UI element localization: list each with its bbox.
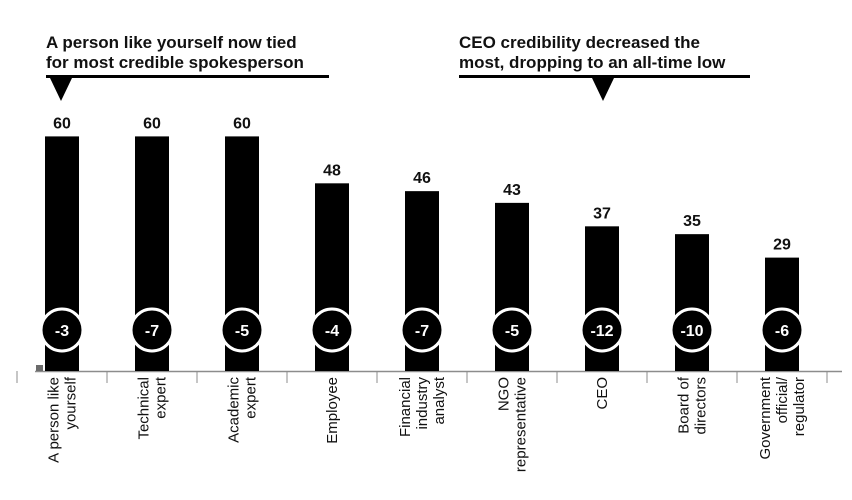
bar-value-label: 43 (503, 182, 521, 199)
category-label-line: A person like (46, 377, 63, 463)
change-badge (579, 307, 625, 353)
category-label-line: analyst (431, 376, 448, 424)
category-label-line: official/ (774, 376, 791, 423)
bar-value-label: 48 (323, 162, 341, 179)
callout-right-line-2: most, dropping to an all-time low (459, 53, 726, 72)
change-badge-label: -7 (415, 323, 429, 340)
change-badge (309, 307, 355, 353)
category-label-line: Technical (136, 377, 153, 440)
category-label-line: CEO (594, 377, 611, 410)
change-badge (399, 307, 445, 353)
change-badge-label: -4 (325, 323, 339, 340)
bar-value-label: 37 (593, 205, 611, 222)
category-label-line: Academic (226, 377, 243, 443)
bar-value-label: 46 (413, 170, 431, 187)
bar-value-label: 60 (233, 115, 251, 132)
category-label: A person likeyourself (46, 376, 80, 463)
category-label: Technicalexpert (136, 376, 170, 439)
callout-left-pointer (50, 78, 72, 101)
category-label-line: industry (414, 377, 431, 430)
callout-right-underline (459, 75, 750, 78)
category-label-line: Board of (676, 376, 693, 434)
callout-right-pointer (592, 78, 614, 101)
callout-left-line-1: A person like yourself now tied (46, 33, 297, 52)
change-badge (759, 307, 805, 353)
callout-left-line-2: for most credible spokesperson (46, 53, 304, 72)
change-badge-label: -10 (680, 323, 703, 340)
category-label-line: representative (513, 377, 530, 472)
change-badge-label: -12 (590, 323, 613, 340)
category-label-line: expert (153, 376, 170, 419)
category-label-line: Government (757, 376, 774, 459)
change-badge-label: -3 (55, 323, 69, 340)
bar-value-label: 35 (683, 213, 701, 230)
category-label: Board ofdirectors (676, 376, 710, 434)
callout-left-text: A person like yourself now tied for most… (46, 33, 304, 73)
category-label: NGOrepresentative (496, 377, 530, 472)
category-label: CEO (594, 377, 611, 410)
bar-value-label: 29 (773, 237, 791, 254)
callout-right-line-1: CEO credibility decreased the (459, 33, 700, 52)
category-label-line: regulator (791, 377, 808, 436)
category-label: Employee (324, 377, 341, 444)
category-label: Governmentofficial/regulator (757, 376, 808, 459)
change-badge-label: -7 (145, 323, 159, 340)
category-label: Academicexpert (226, 376, 260, 443)
change-badge-label: -5 (235, 323, 249, 340)
category-label: Financialindustryanalyst (397, 376, 448, 437)
bar-value-label: 60 (53, 115, 71, 132)
change-badge-label: -5 (505, 323, 519, 340)
change-badge (489, 307, 535, 353)
callout-left-underline (46, 75, 329, 78)
category-label-line: directors (693, 377, 710, 435)
axis-corner-mark (36, 365, 43, 371)
category-label-line: expert (243, 376, 260, 419)
change-badge (39, 307, 85, 353)
callout-right-text: CEO credibility decreased the most, drop… (459, 33, 725, 73)
category-label-line: yourself (63, 376, 80, 429)
change-badge (669, 307, 715, 353)
category-label-line: Employee (324, 377, 341, 444)
category-label-line: NGO (496, 377, 513, 411)
category-label-line: Financial (397, 377, 414, 437)
change-badge-label: -6 (775, 323, 789, 340)
change-badge (129, 307, 175, 353)
change-badge (219, 307, 265, 353)
bar-value-label: 60 (143, 115, 161, 132)
